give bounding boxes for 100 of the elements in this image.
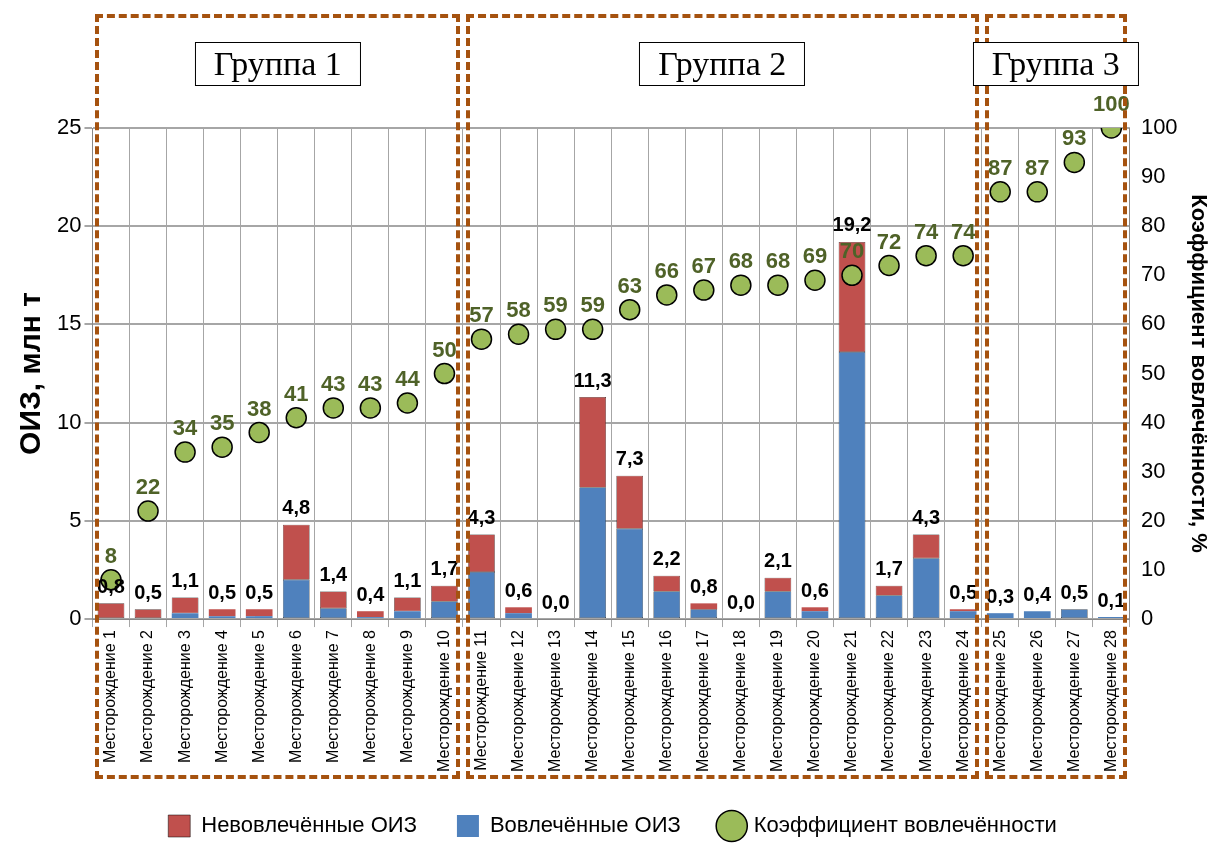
total-label: 0,1	[1097, 588, 1126, 611]
total-label: 1,1	[171, 568, 199, 591]
text: Группа 3	[972, 42, 1139, 86]
bar	[505, 607, 532, 614]
y2-tick-label: 60	[1140, 310, 1166, 336]
total-label: 1,7	[875, 557, 903, 580]
x-tick-label: Месторождение 24	[953, 629, 971, 772]
data-label: 68	[728, 248, 754, 274]
y2-tick-label: 20	[1140, 506, 1166, 532]
bar	[949, 611, 977, 619]
x-tick-label: Месторождение 6	[286, 629, 304, 764]
data-label: 87	[1025, 154, 1050, 180]
data-label: 87	[987, 154, 1013, 180]
bar	[986, 613, 1014, 619]
x-tick-label: Месторождение 11	[471, 629, 489, 771]
data-label: 63	[617, 272, 642, 298]
y-tick-label: 0	[69, 605, 82, 631]
legend-label: Коэффициент вовлечённости	[753, 812, 1057, 838]
total-label: 0,5	[1060, 580, 1089, 603]
data-label: 74	[913, 218, 940, 244]
y2-tick-label: 90	[1140, 163, 1166, 189]
point	[137, 500, 159, 522]
x-tick-label: Месторождение 21	[842, 629, 860, 772]
x-tick-label: Месторождение 5	[249, 629, 267, 764]
total-label: 0,8	[689, 574, 718, 597]
x-tick-label: Месторождение 20	[805, 629, 823, 772]
total-label: 19,2	[832, 213, 872, 236]
point	[174, 441, 196, 463]
legend-label: Вовлечённые ОИЗ	[489, 812, 681, 838]
text: Группа 2	[639, 42, 806, 86]
x-tick-label: Месторождение 2	[138, 629, 156, 764]
data-label: 59	[580, 292, 605, 318]
data-label: 57	[469, 302, 494, 328]
point	[581, 318, 604, 341]
x-tick-label: Месторождение 25	[990, 629, 1008, 772]
x-tick-label: Месторождение 16	[657, 629, 675, 772]
data-label: 72	[876, 228, 902, 254]
x-tick-label: Месторождение 19	[768, 629, 786, 772]
data-label: 22	[135, 474, 161, 500]
y2-tick-label: 10	[1140, 556, 1166, 582]
x-tick-label: Месторождение 22	[879, 629, 897, 772]
point	[1026, 181, 1049, 203]
point	[433, 362, 456, 385]
y2-axis-title: Коэффициент вовлечённости, %	[1186, 194, 1212, 553]
x-tick-label: Месторождение 4	[212, 629, 230, 764]
y2-tick-label: 0	[1140, 605, 1154, 631]
point	[804, 269, 826, 291]
bar	[1023, 611, 1051, 619]
y-tick-label: 20	[56, 212, 82, 238]
data-label: 35	[209, 410, 235, 436]
total-label: 1,1	[393, 568, 422, 591]
data-label: 8	[104, 542, 118, 568]
total-label: 0,0	[541, 590, 570, 613]
point	[989, 181, 1011, 203]
x-tick-label: Месторождение 18	[731, 629, 749, 772]
x-tick-label: Месторождение 7	[323, 629, 341, 764]
point	[730, 274, 752, 296]
data-label: 34	[172, 415, 199, 441]
point	[507, 323, 530, 345]
x-tick-label: Месторождение 17	[694, 629, 712, 772]
data-label: 66	[654, 258, 679, 284]
x-tick-label: Месторождение 12	[508, 629, 526, 772]
data-label: 70	[839, 238, 865, 264]
total-label: 0,5	[245, 580, 274, 603]
total-label: 0,5	[134, 580, 162, 603]
point	[1063, 151, 1086, 174]
y-tick-label: 5	[69, 506, 82, 532]
point	[618, 298, 641, 321]
bar	[505, 613, 532, 619]
x-tick-label: Месторождение 1	[101, 629, 119, 764]
total-label: 0,6	[504, 578, 533, 601]
point	[952, 244, 974, 267]
x-tick-label: Месторождение 23	[916, 629, 934, 772]
bar	[690, 603, 718, 610]
bar	[171, 613, 199, 619]
y2-tick-label: 70	[1140, 261, 1166, 287]
point	[841, 264, 863, 287]
total-label: 1,4	[319, 563, 349, 586]
y2-tick-label: 80	[1140, 212, 1166, 238]
total-label: 0,6	[801, 578, 829, 601]
total-label: 2,2	[652, 547, 681, 570]
point	[544, 318, 567, 341]
x-tick-label: Месторождение 14	[583, 629, 601, 772]
y-axis-title: ОИЗ, млн т	[13, 292, 47, 455]
x-tick-label: Месторождение 26	[1027, 629, 1045, 772]
total-label: 4,3	[912, 506, 941, 529]
x-tick-label: Месторождение 13	[546, 629, 564, 772]
data-label: 41	[284, 380, 309, 406]
y2-tick-label: 40	[1140, 408, 1166, 434]
point	[470, 328, 493, 350]
bar	[801, 611, 829, 619]
point	[285, 406, 307, 429]
y-tick-label: 15	[56, 310, 82, 336]
data-label: 43	[321, 370, 346, 396]
data-label: 74	[950, 218, 977, 244]
legend-label: Невовлечённые ОИЗ	[201, 812, 417, 838]
data-label: 69	[802, 243, 828, 269]
bar	[801, 607, 829, 612]
total-label: 7,3	[615, 447, 644, 470]
total-label: 4,8	[282, 496, 311, 519]
